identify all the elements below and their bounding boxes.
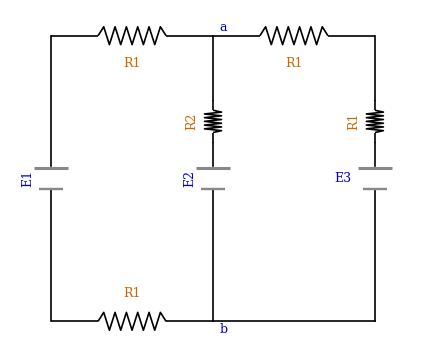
- Text: R1: R1: [123, 287, 141, 300]
- Text: R1: R1: [285, 57, 303, 70]
- Text: R1: R1: [123, 57, 141, 70]
- Text: R1: R1: [347, 112, 360, 130]
- Text: R2: R2: [185, 113, 198, 130]
- Text: E3: E3: [334, 172, 351, 185]
- Text: E2: E2: [183, 170, 196, 187]
- Text: E1: E1: [21, 170, 34, 187]
- Text: b: b: [219, 323, 227, 336]
- Text: a: a: [219, 21, 227, 34]
